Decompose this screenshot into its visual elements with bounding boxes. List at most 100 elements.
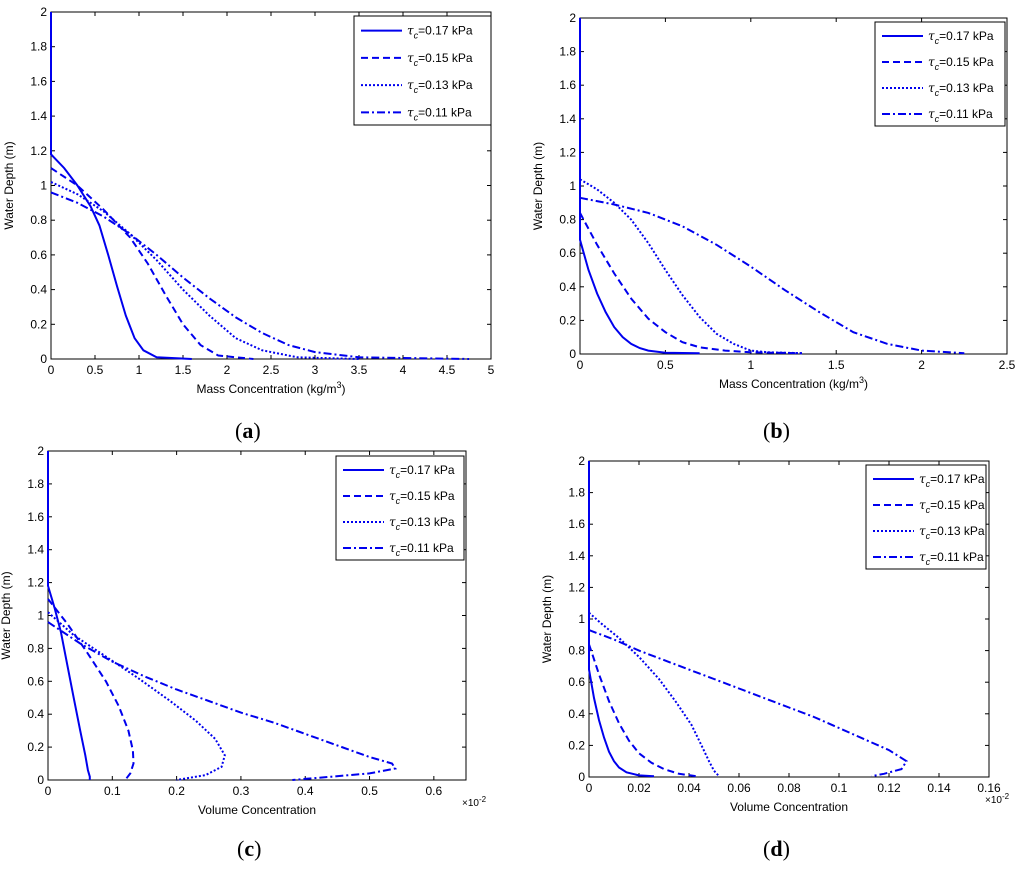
legend-entry-3: τc=0.13 kPa [928, 81, 994, 98]
x-tick-label: 0.5 [361, 784, 378, 798]
series-line-3 [579, 178, 803, 355]
x-tick-label: 0.14 [927, 781, 951, 795]
y-tick-label: 0.6 [568, 675, 585, 689]
legend-box [874, 21, 1006, 127]
legend-box [353, 15, 492, 126]
x-tick-label: 0.5 [87, 363, 104, 377]
y-tick-label: 2 [578, 454, 585, 468]
series-line-1 [579, 18, 700, 355]
y-tick-label: 0.4 [568, 707, 585, 721]
legend-entry-4: τc=0.11 kPa [389, 541, 454, 558]
x-tick-label: 0.02 [627, 781, 651, 795]
x-axis-exponent: ×10-2 [462, 795, 487, 809]
x-axis-label: Mass Concentration (kg/m3) [719, 375, 868, 391]
y-tick-label: 1 [578, 612, 585, 626]
legend-box [865, 464, 987, 570]
legend-entry-4: τc=0.11 kPa [928, 107, 993, 124]
y-tick-label: 1.8 [30, 40, 47, 54]
x-axis-exponent: ×10-2 [985, 792, 1010, 806]
legend-entry-2: τc=0.15 kPa [389, 489, 455, 506]
x-tick-label: 0.16 [977, 781, 1001, 795]
y-tick-label: 0.4 [27, 707, 44, 721]
y-tick-label: 0 [40, 352, 47, 366]
y-tick-label: 0.6 [30, 248, 47, 262]
y-tick-label: 0.6 [559, 246, 576, 260]
panel-label-b: (b) [763, 418, 790, 443]
legend-entry-3: τc=0.13 kPa [389, 515, 455, 532]
y-tick-label: 0 [569, 347, 576, 361]
y-axis-label: Water Depth (m) [0, 571, 13, 659]
series-line-2 [50, 167, 254, 360]
x-tick-label: 0.2 [168, 784, 185, 798]
legend-entry-3: τc=0.13 kPa [919, 524, 985, 541]
y-tick-label: 0.4 [559, 280, 576, 294]
legend-box [335, 455, 465, 561]
y-tick-label: 0.6 [27, 674, 44, 688]
series-line-3 [588, 611, 720, 777]
y-tick-label: 1.2 [30, 144, 47, 158]
y-tick-label: 0.2 [30, 317, 47, 331]
x-tick-label: 3 [312, 363, 319, 377]
y-tick-label: 0 [37, 773, 44, 787]
chart-panel-c: 0 0.1 0.2 0.3 0.4 0.5 0.6 0 0.2 0.4 0.6 0.8 1 1.2 1.4 1… [0, 444, 487, 817]
y-tick-label: 0.8 [30, 213, 47, 227]
x-tick-label: 0.6 [426, 784, 443, 798]
y-tick-label: 1.2 [568, 580, 585, 594]
series-line-4 [579, 196, 965, 355]
x-tick-label: 2.5 [263, 363, 280, 377]
x-axis-label: Mass Concentration (kg/m3) [196, 380, 345, 396]
x-tick-label: 2 [918, 358, 925, 372]
y-tick-label: 0.4 [30, 283, 47, 297]
x-tick-label: 0.04 [677, 781, 701, 795]
y-tick-label: 1 [569, 179, 576, 193]
legend-entry-1: τc=0.17 kPa [389, 463, 455, 480]
series-line-2 [47, 598, 135, 781]
x-tick-label: 0.3 [233, 784, 250, 798]
legend: τc=0.17 kPa τc=0.15 kPa τc=0.13 kPa τc=0.11… [335, 455, 465, 561]
y-tick-label: 1.4 [559, 112, 576, 126]
y-tick-label: 2 [569, 11, 576, 25]
x-tick-label: 0 [48, 363, 55, 377]
x-tick-label: 4 [400, 363, 407, 377]
legend: τc=0.17 kPa τc=0.15 kPa τc=0.13 kPa τc=0.11… [874, 21, 1006, 127]
panel-label-a: (a) [235, 418, 261, 443]
y-tick-label: 1.6 [30, 74, 47, 88]
series-line-1 [47, 451, 91, 780]
y-tick-label: 1.8 [568, 486, 585, 500]
chart-panel-b: 0 0.5 1 1.5 2 2.5 0 0.2 0.4 0.6 0.8 1 1.2 1.4 1.6 1.8 2 M… [531, 11, 1016, 391]
legend-entry-1: τc=0.17 kPa [919, 472, 985, 489]
series-line-2 [579, 212, 803, 355]
series-line-1 [588, 461, 655, 778]
legend-entry-2: τc=0.15 kPa [407, 51, 473, 68]
x-tick-label: 0.12 [877, 781, 901, 795]
x-tick-label: 0.1 [104, 784, 121, 798]
y-tick-label: 0.2 [559, 313, 576, 327]
x-tick-label: 1 [136, 363, 143, 377]
x-tick-label: 0.1 [831, 781, 848, 795]
x-tick-label: 0.5 [657, 358, 674, 372]
x-axis-label: Volume Concentration [198, 803, 316, 817]
x-tick-label: 0 [45, 784, 52, 798]
series-line-3 [47, 611, 226, 781]
legend-entry-1: τc=0.17 kPa [407, 24, 473, 41]
chart-panel-d: 0 0.02 0.04 0.06 0.08 0.1 0.12 0.14 0.16 0 0.2 0.4 0… [540, 454, 1010, 814]
y-axis-label: Water Depth (m) [2, 141, 16, 229]
y-tick-label: 0.8 [559, 213, 576, 227]
x-axis-label: Volume Concentration [730, 800, 848, 814]
y-tick-label: 2 [40, 5, 47, 19]
chart-panel-a: 0 0.5 1 1.5 2 2.5 3 3.5 4 4.5 5 0 0.2 0.4 0.6 0.8 1 1.2 1.… [2, 5, 495, 396]
series-line-4 [588, 629, 908, 778]
series-line-4 [50, 191, 470, 360]
panel-label-d: (d) [763, 836, 790, 861]
y-tick-label: 2 [37, 444, 44, 458]
y-tick-label: 1.6 [27, 510, 44, 524]
legend-entry-2: τc=0.15 kPa [919, 498, 985, 515]
y-tick-label: 1.8 [559, 45, 576, 59]
x-tick-label: 2.5 [999, 358, 1016, 372]
x-tick-label: 0 [577, 358, 584, 372]
y-tick-label: 1 [40, 179, 47, 193]
y-tick-label: 1.4 [30, 109, 47, 123]
x-tick-label: 1.5 [828, 358, 845, 372]
